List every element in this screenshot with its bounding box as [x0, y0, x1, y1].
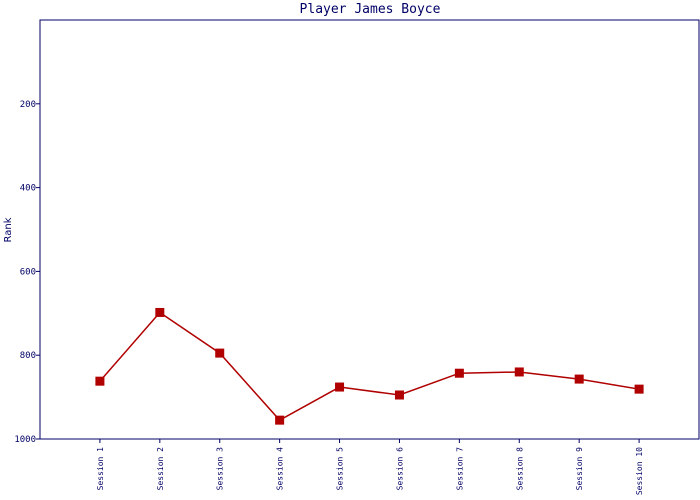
point-marker	[335, 382, 345, 392]
point-marker	[394, 390, 404, 400]
x-tick-label: Session 3	[216, 447, 225, 491]
y-tick-label: 400	[20, 184, 36, 194]
x-tick-label: Session 2	[156, 447, 165, 491]
point-marker	[454, 368, 464, 378]
y-axis-label: Rank	[3, 217, 14, 242]
x-tick-label: Session 10	[635, 447, 644, 495]
x-tick-label: Session 8	[515, 447, 524, 491]
x-tick-label: Session 9	[575, 447, 584, 491]
point-marker	[215, 348, 225, 358]
x-tick-label: Session 7	[455, 447, 464, 491]
x-tick-label: Session 4	[276, 447, 285, 491]
point-marker	[514, 367, 524, 377]
point-marker	[634, 384, 644, 394]
plot-frame	[39, 19, 700, 440]
x-tick-label: Session 1	[96, 447, 105, 491]
point-marker	[95, 376, 105, 386]
series-line	[99, 311, 640, 422]
point-marker	[275, 415, 285, 425]
y-tick-label: 800	[20, 351, 36, 361]
chart-title: Player James Boyce	[300, 2, 441, 17]
x-tick-label: Session 6	[395, 447, 404, 491]
x-tick-label: Session 5	[336, 447, 345, 491]
point-marker	[155, 307, 165, 317]
y-tick-label: 1000	[14, 435, 36, 445]
y-tick-label: 600	[20, 267, 36, 277]
point-marker	[574, 374, 584, 384]
y-tick-label: 200	[20, 100, 36, 110]
